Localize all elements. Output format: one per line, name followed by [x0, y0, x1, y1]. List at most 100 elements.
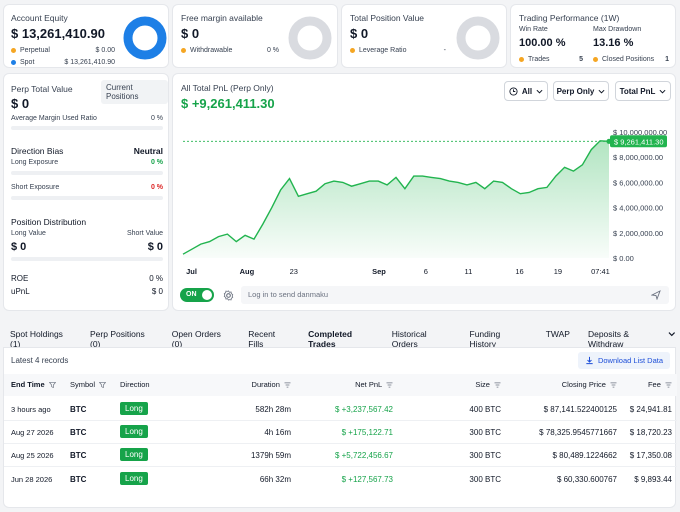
current-positions-button[interactable]: Current Positions [101, 80, 168, 104]
direction-bias-label: Direction Bias [11, 146, 64, 156]
last-value-badge: $ 9,261,411.30 [610, 135, 667, 148]
filter-icon[interactable] [48, 382, 56, 389]
spot-value: $ 13,261,410.90 [64, 59, 115, 66]
header-closing-price[interactable]: Closing Price [562, 380, 617, 389]
avg-margin-label: Average Margin Used Ratio [11, 115, 97, 122]
x-tick-label: 6 [424, 267, 428, 276]
leverage-label: Leverage Ratio [359, 47, 407, 54]
header-end-time[interactable]: End Time [11, 380, 56, 389]
tab-recent-fills[interactable]: Recent Fills [248, 329, 276, 349]
cell-closing-price: $ 60,330.600767 [556, 475, 617, 484]
cell-size: 300 BTC [469, 451, 501, 460]
tab-perp-positions[interactable]: Perp Positions (0) [90, 329, 145, 349]
cell-size: 300 BTC [469, 428, 501, 437]
trades-value: 5 [579, 56, 583, 63]
closed-positions-dot [593, 56, 598, 62]
leverage-value: - [443, 47, 446, 54]
table-row[interactable]: Aug 27 2026 BTC Long 4h 16m $ +175,122.7… [4, 421, 677, 444]
cell-size: 300 BTC [469, 475, 501, 484]
table-row[interactable]: Aug 25 2026 BTC Long 1379h 59m $ +5,722,… [4, 444, 677, 467]
clock-icon [509, 86, 518, 96]
tab-spot-holdings[interactable]: Spot Holdings (1) [10, 329, 63, 349]
cell-end-time: Aug 27 2026 [11, 428, 54, 437]
pnl-title: All Total PnL (Perp Only) [181, 83, 274, 93]
header-duration[interactable]: Duration [252, 380, 291, 389]
trading-performance-card: Trading Performance (1W) Win Rate 100.00… [510, 4, 676, 68]
account-equity-value: $ 13,261,410.90 [11, 26, 105, 41]
long-value: $ 0 [11, 241, 27, 253]
header-size[interactable]: Size [475, 380, 501, 389]
cell-direction-badge: Long [120, 448, 148, 461]
short-value: $ 0 [147, 241, 163, 253]
market-filter-perp[interactable]: Perp Only [553, 81, 609, 101]
header-net-pnl[interactable]: Net PnL [355, 380, 393, 389]
distribution-labels-row: Long Value Short Value [11, 230, 163, 237]
settings-icon[interactable] [223, 290, 234, 301]
trades-table-card: Latest 4 records Download List Data End … [3, 348, 677, 508]
header-size-label: Size [475, 380, 490, 389]
cell-symbol[interactable]: BTC [70, 405, 87, 414]
header-direction: Direction [120, 380, 150, 389]
cell-direction-badge: Long [120, 402, 148, 415]
position-value-card: Total Position Value $ 0 Leverage Ratio … [341, 4, 507, 68]
tab-funding-history[interactable]: Funding History [469, 329, 501, 349]
cell-symbol[interactable]: BTC [70, 451, 87, 460]
table-row[interactable]: Jun 28 2026 BTC Long 66h 32m $ +127,567.… [4, 467, 677, 491]
sort-icon[interactable] [665, 382, 672, 388]
tab-historical-orders[interactable]: Historical Orders [391, 329, 427, 349]
cell-fee: $ 17,350.08 [629, 451, 672, 460]
free-margin-donut-chart [288, 16, 332, 60]
roe-row: ROE 0 % [11, 274, 163, 283]
metric-filter-total[interactable]: Total PnL [615, 81, 671, 101]
tabs-divider [3, 347, 676, 348]
sort-icon[interactable] [284, 382, 291, 388]
pnl-series-line [182, 140, 610, 255]
account-equity-card: Account Equity $ 13,261,410.90 Perpetual… [3, 4, 169, 68]
danmaku-input[interactable]: Log in to send danmaku [241, 286, 669, 304]
cell-net-pnl: $ +127,567.73 [341, 475, 393, 484]
perpetual-row: Perpetual $ 0.00 [11, 47, 115, 54]
sort-icon[interactable] [610, 382, 617, 388]
header-duration-label: Duration [251, 380, 280, 389]
perp-total-value: $ 0 [11, 96, 30, 111]
danmaku-toggle[interactable]: ON [180, 288, 214, 302]
short-exposure-label: Short Exposure [11, 184, 60, 191]
free-margin-card: Free margin available $ 0 Withdrawable 0… [172, 4, 338, 68]
avg-margin-value: 0 % [150, 115, 163, 122]
danmaku-placeholder: Log in to send danmaku [248, 290, 329, 299]
position-distribution-label: Position Distribution [11, 217, 87, 227]
withdrawable-row: Withdrawable 0 % [181, 47, 279, 54]
cell-symbol[interactable]: BTC [70, 475, 87, 484]
download-button[interactable]: Download List Data [578, 352, 670, 369]
filter-icon[interactable] [99, 382, 107, 389]
position-donut-chart [456, 16, 500, 60]
tab-completed-trades[interactable]: Completed Trades [308, 329, 378, 349]
direction-bias-value: Neutral [133, 146, 163, 156]
long-exposure-row: Long Exposure 0 % [11, 159, 163, 166]
sort-icon[interactable] [494, 382, 501, 388]
perpetual-value: $ 0.00 [95, 47, 115, 54]
table-row[interactable]: 3 hours ago BTC Long 582h 28m $ +3,237,5… [4, 398, 677, 421]
y-tick-label: $ 4,000,000.00 [613, 204, 663, 213]
range-filter-label: All [521, 86, 533, 96]
tab-open-orders[interactable]: Open Orders (0) [171, 329, 221, 349]
tab-deposits-withdraw[interactable]: Deposits & Withdraw [587, 329, 630, 349]
avg-margin-bar [11, 126, 163, 130]
header-fee[interactable]: Fee [648, 380, 672, 389]
cell-duration: 582h 28m [255, 405, 291, 414]
chevron-down-icon [536, 89, 543, 94]
cell-end-time: 3 hours ago [11, 405, 51, 414]
range-filter-all[interactable]: All [504, 81, 548, 101]
cell-symbol[interactable]: BTC [70, 428, 87, 437]
short-value-label: Short Value [126, 230, 163, 237]
header-symbol[interactable]: Symbol [70, 380, 107, 389]
cell-closing-price: $ 87,141.522400125 [543, 405, 617, 414]
send-icon[interactable] [651, 290, 661, 300]
cell-size: 400 BTC [469, 405, 501, 414]
perpetual-label: Perpetual [20, 47, 50, 54]
tab-twap[interactable]: TWAP [545, 329, 570, 339]
danmaku-toggle-knob [202, 290, 212, 300]
sort-icon[interactable] [386, 382, 393, 388]
chevron-down-icon[interactable] [668, 331, 676, 337]
trades-label: Trades [528, 56, 550, 63]
